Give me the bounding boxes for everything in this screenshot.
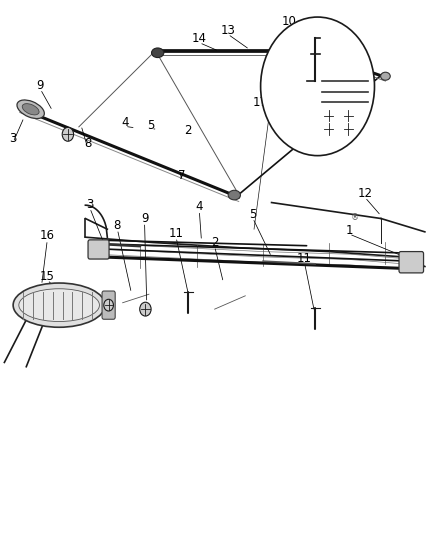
FancyBboxPatch shape bbox=[399, 252, 424, 273]
Text: 5: 5 bbox=[249, 208, 256, 221]
Text: 2: 2 bbox=[184, 124, 192, 137]
Circle shape bbox=[104, 300, 113, 311]
Ellipse shape bbox=[17, 100, 44, 118]
Text: 1: 1 bbox=[345, 224, 353, 237]
Ellipse shape bbox=[302, 49, 311, 57]
Ellipse shape bbox=[152, 48, 164, 58]
Text: 7: 7 bbox=[178, 169, 186, 182]
Circle shape bbox=[62, 127, 74, 141]
FancyBboxPatch shape bbox=[88, 240, 109, 259]
Circle shape bbox=[140, 302, 151, 316]
Text: 14: 14 bbox=[192, 33, 207, 45]
Ellipse shape bbox=[19, 289, 99, 321]
Text: 11: 11 bbox=[169, 227, 184, 240]
Text: 15: 15 bbox=[40, 270, 55, 282]
Text: 4: 4 bbox=[195, 200, 203, 213]
Text: 13: 13 bbox=[220, 24, 235, 37]
Text: 17: 17 bbox=[253, 96, 268, 109]
Ellipse shape bbox=[13, 283, 105, 327]
FancyBboxPatch shape bbox=[102, 291, 115, 319]
Text: 9: 9 bbox=[36, 79, 44, 92]
Text: 3: 3 bbox=[86, 198, 93, 211]
Text: 8: 8 bbox=[114, 219, 121, 232]
Text: 3: 3 bbox=[10, 132, 17, 145]
Text: 12: 12 bbox=[357, 187, 372, 200]
Text: 5: 5 bbox=[148, 119, 155, 132]
Circle shape bbox=[343, 109, 354, 123]
Ellipse shape bbox=[22, 103, 39, 115]
Ellipse shape bbox=[228, 190, 240, 200]
Text: 10: 10 bbox=[282, 15, 297, 28]
Circle shape bbox=[323, 122, 334, 136]
Circle shape bbox=[343, 122, 354, 136]
Circle shape bbox=[261, 17, 374, 156]
Text: 9: 9 bbox=[141, 212, 148, 225]
Text: 2: 2 bbox=[211, 236, 219, 249]
Text: 4: 4 bbox=[121, 116, 129, 129]
Text: 8: 8 bbox=[84, 138, 91, 150]
Text: 16: 16 bbox=[40, 229, 55, 242]
Text: ®: ® bbox=[351, 213, 359, 222]
Circle shape bbox=[323, 109, 334, 123]
Text: 11: 11 bbox=[297, 252, 312, 265]
Ellipse shape bbox=[381, 72, 390, 80]
